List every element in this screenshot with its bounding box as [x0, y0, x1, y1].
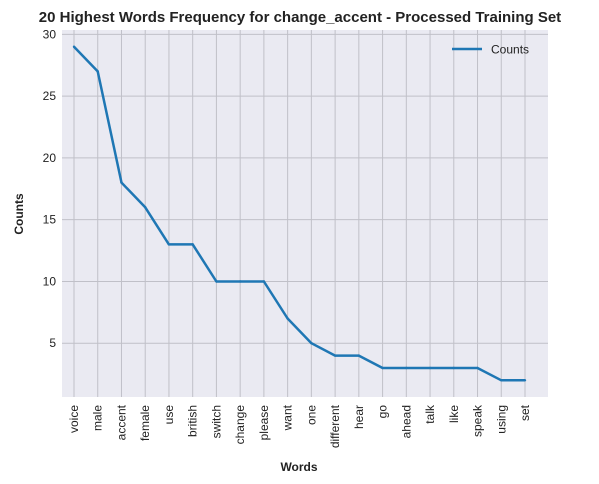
- data-point: [428, 366, 432, 370]
- data-point: [144, 206, 147, 209]
- grid: [62, 30, 548, 397]
- data-point: [523, 379, 527, 382]
- data-point: [381, 366, 384, 370]
- x-tick-label: different: [328, 404, 342, 448]
- x-axis-label: Words: [280, 460, 317, 474]
- x-tick-label: male: [91, 405, 105, 431]
- x-tick-label: accent: [114, 404, 128, 440]
- data-point: [167, 243, 171, 246]
- x-tick-label: change: [233, 405, 247, 445]
- data-point: [310, 342, 313, 345]
- x-tick-label: set: [518, 404, 532, 421]
- x-tick-label: hear: [352, 405, 366, 429]
- series-line-counts: [73, 45, 525, 382]
- chart-title: 20 Highest Words Frequency for change_ac…: [39, 9, 561, 26]
- y-tick-label: 25: [43, 89, 57, 103]
- y-tick-label: 10: [43, 274, 57, 288]
- data-point: [452, 366, 455, 370]
- data-point: [239, 280, 242, 283]
- x-axis: voice male accent female use british switch cha…: [67, 404, 532, 448]
- plot-area: [62, 30, 548, 397]
- x-tick-label: one: [304, 405, 318, 425]
- series-group: [72, 45, 527, 382]
- y-tick-label: 5: [49, 336, 56, 350]
- x-tick-label: use: [162, 405, 176, 425]
- y-tick-label: 15: [43, 213, 57, 227]
- x-tick-label: want: [281, 404, 295, 431]
- data-point: [96, 70, 99, 73]
- data-point: [286, 317, 289, 320]
- data-point: [120, 181, 123, 184]
- data-point: [191, 243, 194, 246]
- x-tick-label: ahead: [399, 405, 413, 438]
- data-point: [476, 366, 479, 370]
- y-tick-label: 20: [43, 151, 57, 165]
- data-point: [405, 366, 408, 370]
- legend: Counts: [452, 43, 529, 57]
- y-tick-label: 30: [43, 27, 57, 41]
- x-tick-label: like: [447, 405, 461, 423]
- data-point: [215, 280, 218, 283]
- y-axis-label: Counts: [12, 193, 26, 235]
- data-point: [357, 354, 360, 357]
- x-tick-label: using: [494, 405, 508, 434]
- data-point: [333, 354, 337, 357]
- y-axis: 5 10 15 20 25 30: [43, 27, 57, 350]
- data-point: [262, 280, 266, 283]
- x-tick-label: female: [138, 405, 152, 441]
- x-tick-label: speak: [471, 404, 485, 437]
- x-tick-label: please: [257, 405, 271, 441]
- data-point: [500, 379, 503, 382]
- x-tick-label: british: [186, 405, 200, 437]
- data-point: [72, 45, 76, 48]
- x-tick-label: talk: [423, 404, 437, 424]
- x-tick-label: switch: [209, 405, 223, 438]
- x-tick-label: go: [376, 405, 390, 419]
- legend-label-counts: Counts: [491, 43, 529, 57]
- x-tick-label: voice: [67, 405, 81, 433]
